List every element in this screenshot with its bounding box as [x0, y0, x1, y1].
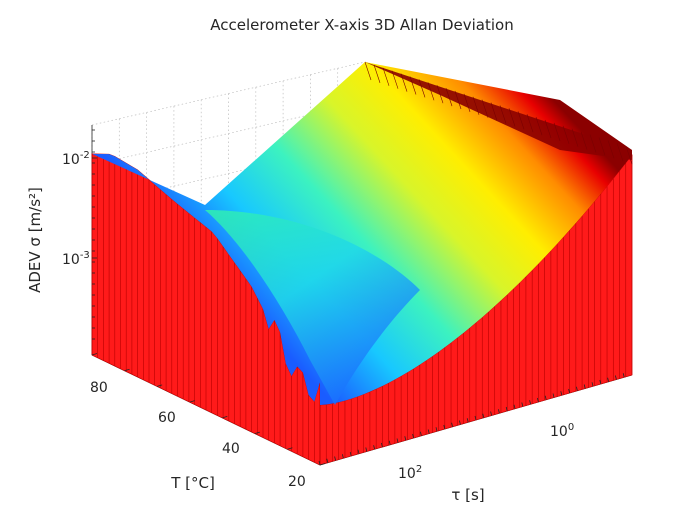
back-band-line — [445, 88, 453, 107]
tau-tick — [326, 458, 329, 463]
back-band-line — [508, 108, 516, 127]
tau-tick — [396, 438, 399, 443]
tau-tick — [435, 427, 438, 432]
back-band-line — [364, 61, 372, 81]
tau-tick — [466, 418, 469, 423]
tau-tick — [505, 406, 508, 412]
back-band-line — [382, 67, 390, 86]
tau-tick — [373, 445, 375, 450]
tau-tick — [568, 388, 570, 394]
tau-tick — [552, 393, 555, 398]
tau-tick — [420, 431, 422, 436]
z-tick-label-2: 10-3 — [62, 250, 90, 268]
adev-surface — [91, 61, 633, 466]
back-band-line — [562, 125, 570, 144]
tau-tick — [404, 436, 407, 441]
z-tick-label-1: 10-2 — [62, 150, 90, 168]
tau-tick — [388, 440, 391, 445]
tau-tick — [622, 373, 625, 378]
back-band-line — [391, 70, 399, 89]
back-band — [365, 62, 632, 160]
grid-line — [91, 61, 366, 126]
tau-tick — [443, 424, 446, 430]
t-tick-label-20: 20 — [288, 474, 306, 490]
t-tick — [91, 353, 98, 356]
tau-tick — [381, 442, 383, 448]
tau-tick — [583, 384, 586, 389]
tau-tick — [513, 404, 516, 409]
back-band-line — [535, 117, 543, 136]
back-band-line — [517, 111, 525, 130]
back-band-line — [427, 82, 435, 101]
trough-region — [205, 210, 420, 405]
back-band-line — [373, 64, 381, 83]
back-band-line — [481, 99, 489, 118]
t-tick — [319, 463, 326, 466]
tau-tick — [459, 420, 461, 425]
t-tick — [124, 368, 130, 372]
tau-tick — [615, 375, 617, 380]
axis-ticks — [91, 129, 625, 466]
back-band-line — [616, 143, 624, 162]
back-band-line — [544, 119, 552, 139]
back-band-line — [625, 146, 633, 165]
tau-tick — [451, 422, 453, 427]
tau-tick — [357, 449, 360, 454]
t-tick — [254, 431, 260, 434]
tau-axis-label: τ [s] — [451, 486, 484, 504]
t-tick — [157, 384, 163, 387]
back-band-line — [526, 114, 534, 133]
back-band-line — [454, 90, 462, 110]
tau-tick — [537, 397, 539, 403]
tau-tick-label-2: 102 — [398, 464, 422, 482]
tau-tick — [521, 402, 524, 407]
tau-tick — [591, 382, 594, 387]
back-band-line — [571, 128, 579, 147]
tau-tick — [427, 429, 430, 434]
tau-tick — [318, 460, 321, 466]
tau-tick — [349, 451, 352, 457]
back-band-line — [553, 122, 561, 141]
back-band-line — [436, 85, 444, 104]
tau-tick — [342, 454, 344, 459]
t-tick — [222, 415, 228, 419]
back-band-line — [580, 131, 588, 150]
t-axis-label: T [°C] — [170, 474, 215, 492]
back-band-line — [418, 79, 426, 98]
back-band-line — [598, 137, 606, 156]
t-tick-label-40: 40 — [222, 441, 240, 457]
t-tick — [189, 400, 195, 403]
back-band-line — [400, 73, 408, 92]
z-axis-label: ADEV σ [m/s²] — [26, 187, 44, 293]
tau-tick — [365, 447, 368, 452]
tau-tick — [560, 391, 563, 396]
tau-tick — [474, 415, 477, 421]
tau-tick — [482, 413, 485, 418]
back-band-line — [409, 76, 417, 95]
back-band-line — [472, 96, 480, 115]
tau-tick — [576, 386, 578, 391]
chart-title: Accelerometer X-axis 3D Allan Deviation — [210, 16, 513, 34]
tau-tick — [412, 433, 414, 439]
t-tick-label-80: 80 — [90, 380, 108, 396]
tau-tick — [498, 409, 500, 414]
tau-tick — [334, 456, 336, 461]
back-band-line — [589, 134, 597, 153]
t-tick — [287, 447, 293, 450]
tau-tick-label-1: 100 — [550, 422, 574, 440]
tau-tick — [607, 377, 609, 382]
back-band-line — [463, 93, 471, 112]
back-band-line — [607, 140, 615, 159]
tau-tick — [599, 379, 602, 385]
t-tick-label-60: 60 — [158, 410, 176, 426]
tau-tick — [544, 395, 547, 400]
tau-tick — [490, 411, 492, 416]
back-band-line — [499, 105, 507, 124]
tau-tick — [529, 400, 531, 405]
top-surface — [92, 62, 632, 405]
back-band-line — [490, 102, 498, 121]
